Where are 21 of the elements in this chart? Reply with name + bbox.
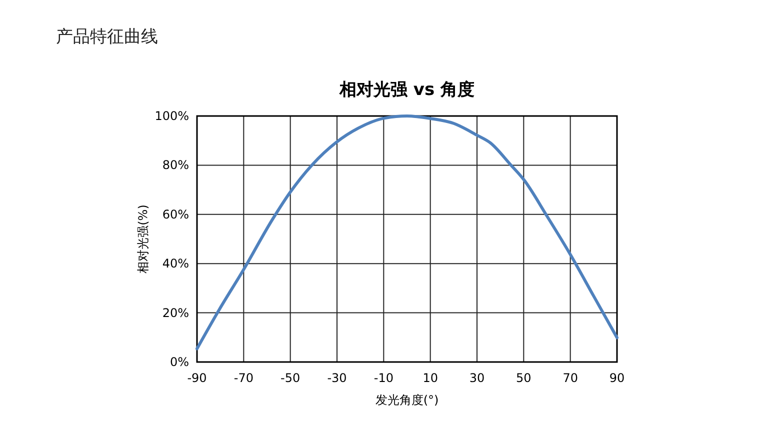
y-tick-label: 100%: [154, 109, 189, 123]
y-axis-title: 相对光强(%): [136, 204, 150, 274]
x-tick-label: 30: [469, 371, 485, 385]
x-tick-label: -50: [280, 371, 300, 385]
x-tick-label: 90: [609, 371, 625, 385]
y-tick-label: 0%: [170, 355, 189, 369]
y-tick-label: 20%: [162, 306, 189, 320]
chart-title: 相对光强 vs 角度: [338, 80, 475, 100]
x-tick-label: -70: [234, 371, 254, 385]
x-axis-title: 发光角度(°): [375, 393, 439, 407]
chart-subtitle: 产品特征曲线: [56, 27, 158, 47]
x-tick-label: 50: [516, 371, 532, 385]
y-tick-label: 80%: [162, 158, 189, 172]
x-tick-label: -30: [327, 371, 347, 385]
x-tick-label: 10: [422, 371, 438, 385]
line-series: [196, 114, 618, 350]
y-tick-label: 60%: [162, 207, 189, 222]
x-tick-label: -10: [374, 371, 394, 385]
x-tick-label: 70: [562, 371, 578, 385]
x-tick-label: -90: [187, 371, 207, 385]
y-tick-label: 40%: [162, 256, 189, 271]
